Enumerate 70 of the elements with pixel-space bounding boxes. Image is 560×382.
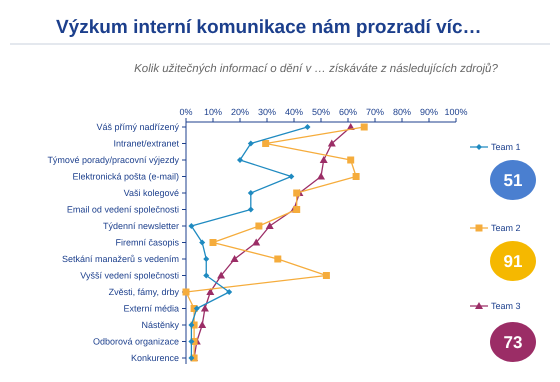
point (188, 223, 194, 229)
x-tick-label: 70% (366, 107, 384, 117)
y-tick-label: Elektronická pošta (e-mail) (72, 172, 179, 182)
point (328, 140, 336, 146)
point (188, 355, 194, 361)
text: 51 (504, 171, 522, 190)
point (293, 190, 300, 196)
point (188, 322, 194, 328)
y-tick-label: Váš přímý nadřízený (96, 122, 180, 132)
legend-label: Team 1 (491, 142, 521, 152)
x-tick-label: 0% (179, 107, 193, 117)
x-tick-label: 20% (230, 107, 250, 117)
point (182, 288, 190, 296)
point (274, 256, 282, 262)
y-tick-label: Vaši kolegové (124, 188, 179, 198)
y-tick-label: Odborová organizace (92, 336, 179, 346)
point (237, 157, 243, 163)
y-tick-label: Týdenní newsletter (102, 221, 179, 231)
point (230, 255, 239, 262)
point (248, 190, 254, 196)
point (304, 124, 310, 130)
point (360, 124, 368, 130)
point (200, 304, 209, 312)
point (352, 173, 360, 180)
y-tick-label: Nástěnky (141, 320, 180, 330)
point (248, 140, 254, 146)
point (293, 206, 300, 213)
point (210, 239, 216, 246)
point (255, 222, 262, 230)
point (217, 272, 226, 278)
point (266, 222, 274, 229)
legend-label: Team 3 (491, 301, 521, 311)
point (199, 240, 206, 246)
x-tick-label: 40% (284, 107, 304, 117)
chart-subtitle: Kolik užitečných informací o dění v … získáváte z následujících zdrojů? (134, 62, 498, 75)
y-tick-label: Vyšší vedení společnosti (80, 270, 179, 280)
point (320, 156, 328, 163)
point (317, 172, 325, 180)
chart-title: Výzkum interní komunikace nám prozradí víc… (56, 17, 482, 38)
point (198, 321, 206, 328)
x-tick-label: 10% (204, 107, 222, 117)
point (262, 140, 270, 147)
x-tick-label: 80% (392, 107, 412, 117)
y-tick-label: Email od vedení společnosti (66, 204, 179, 214)
point (226, 289, 232, 295)
y-tick-label: Zvěsti, fámy, drby (108, 287, 180, 297)
point (188, 338, 194, 344)
point (252, 238, 260, 246)
point (203, 272, 210, 278)
point (288, 174, 294, 180)
y-tick-label: Externí média (123, 304, 179, 314)
x-tick-label: 60% (338, 107, 358, 117)
point (347, 156, 354, 164)
legend-label: Team 2 (491, 223, 521, 233)
point (203, 256, 210, 262)
y-tick-label: Firemní časopis (115, 238, 180, 248)
x-tick-label: 90% (420, 107, 438, 117)
y-tick-label: Konkurence (130, 353, 179, 363)
point (206, 288, 214, 295)
x-tick-label: 50% (312, 107, 330, 117)
point (248, 206, 254, 212)
x-tick-label: 100% (444, 107, 468, 117)
point (322, 272, 330, 279)
y-tick-label: Setkání manažerů s vedením (62, 254, 179, 264)
x-tick-label: 30% (258, 107, 276, 117)
text: 73 (504, 333, 522, 352)
text: 91 (504, 252, 522, 271)
y-tick-label: Týmové porady/pracovní výjezdy (47, 155, 180, 165)
point (194, 306, 200, 312)
y-tick-label: Intranet/extranet (113, 138, 180, 148)
